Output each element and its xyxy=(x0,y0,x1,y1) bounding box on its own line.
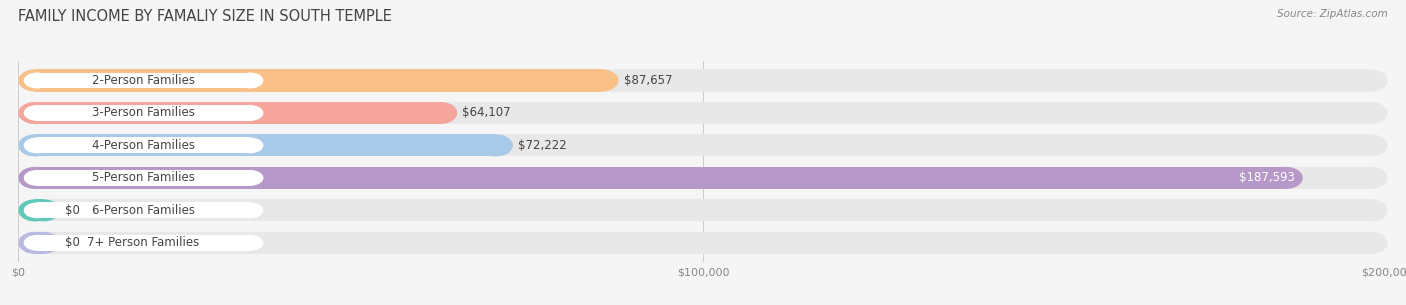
Bar xyxy=(37,170,250,186)
Ellipse shape xyxy=(18,167,52,189)
Text: 7+ Person Families: 7+ Person Families xyxy=(87,236,200,249)
Text: 5-Person Families: 5-Person Families xyxy=(93,171,195,185)
Text: $0: $0 xyxy=(65,236,80,249)
Ellipse shape xyxy=(479,135,513,156)
Ellipse shape xyxy=(1354,167,1388,189)
Text: 2-Person Families: 2-Person Families xyxy=(91,74,195,87)
Ellipse shape xyxy=(18,232,52,254)
Ellipse shape xyxy=(1354,135,1388,156)
Ellipse shape xyxy=(24,105,51,121)
Ellipse shape xyxy=(18,199,52,221)
Bar xyxy=(35,232,44,254)
Ellipse shape xyxy=(24,235,51,251)
Ellipse shape xyxy=(1354,102,1388,124)
Ellipse shape xyxy=(18,102,52,124)
Ellipse shape xyxy=(236,138,263,153)
Ellipse shape xyxy=(236,73,263,88)
Ellipse shape xyxy=(236,235,263,251)
Ellipse shape xyxy=(27,199,60,221)
Text: $0: $0 xyxy=(65,204,80,217)
Text: FAMILY INCOME BY FAMALIY SIZE IN SOUTH TEMPLE: FAMILY INCOME BY FAMALIY SIZE IN SOUTH T… xyxy=(18,9,392,24)
Bar xyxy=(35,135,496,156)
Bar xyxy=(35,135,1371,156)
Text: $187,593: $187,593 xyxy=(1239,171,1295,185)
Ellipse shape xyxy=(18,232,52,254)
Bar xyxy=(37,138,250,153)
Ellipse shape xyxy=(236,105,263,121)
Ellipse shape xyxy=(1354,199,1388,221)
Ellipse shape xyxy=(236,170,263,186)
Text: 6-Person Families: 6-Person Families xyxy=(91,204,195,217)
Bar xyxy=(35,167,1286,189)
Bar xyxy=(35,199,1371,221)
Ellipse shape xyxy=(18,199,52,221)
Ellipse shape xyxy=(18,70,52,92)
Ellipse shape xyxy=(18,167,52,189)
Ellipse shape xyxy=(18,70,52,92)
Ellipse shape xyxy=(24,170,51,186)
Ellipse shape xyxy=(24,203,51,218)
Text: 3-Person Families: 3-Person Families xyxy=(93,106,195,120)
Text: $87,657: $87,657 xyxy=(623,74,672,87)
Text: $64,107: $64,107 xyxy=(463,106,510,120)
Ellipse shape xyxy=(236,203,263,218)
Text: 4-Person Families: 4-Person Families xyxy=(91,139,195,152)
Ellipse shape xyxy=(18,135,52,156)
Ellipse shape xyxy=(1270,167,1303,189)
Bar xyxy=(35,102,1371,124)
Bar xyxy=(37,235,250,251)
Ellipse shape xyxy=(1354,232,1388,254)
Ellipse shape xyxy=(24,138,51,153)
Bar xyxy=(35,102,440,124)
Bar xyxy=(35,167,1371,189)
Bar xyxy=(35,70,1371,92)
Ellipse shape xyxy=(18,135,52,156)
Ellipse shape xyxy=(585,70,619,92)
Ellipse shape xyxy=(27,232,60,254)
Bar xyxy=(35,232,1371,254)
Bar xyxy=(37,73,250,88)
Ellipse shape xyxy=(423,102,457,124)
Ellipse shape xyxy=(1354,70,1388,92)
Bar xyxy=(37,203,250,218)
Bar xyxy=(35,70,602,92)
Ellipse shape xyxy=(24,73,51,88)
Ellipse shape xyxy=(18,102,52,124)
Text: $72,222: $72,222 xyxy=(517,139,567,152)
Text: Source: ZipAtlas.com: Source: ZipAtlas.com xyxy=(1277,9,1388,19)
Bar xyxy=(37,105,250,121)
Bar xyxy=(35,199,44,221)
